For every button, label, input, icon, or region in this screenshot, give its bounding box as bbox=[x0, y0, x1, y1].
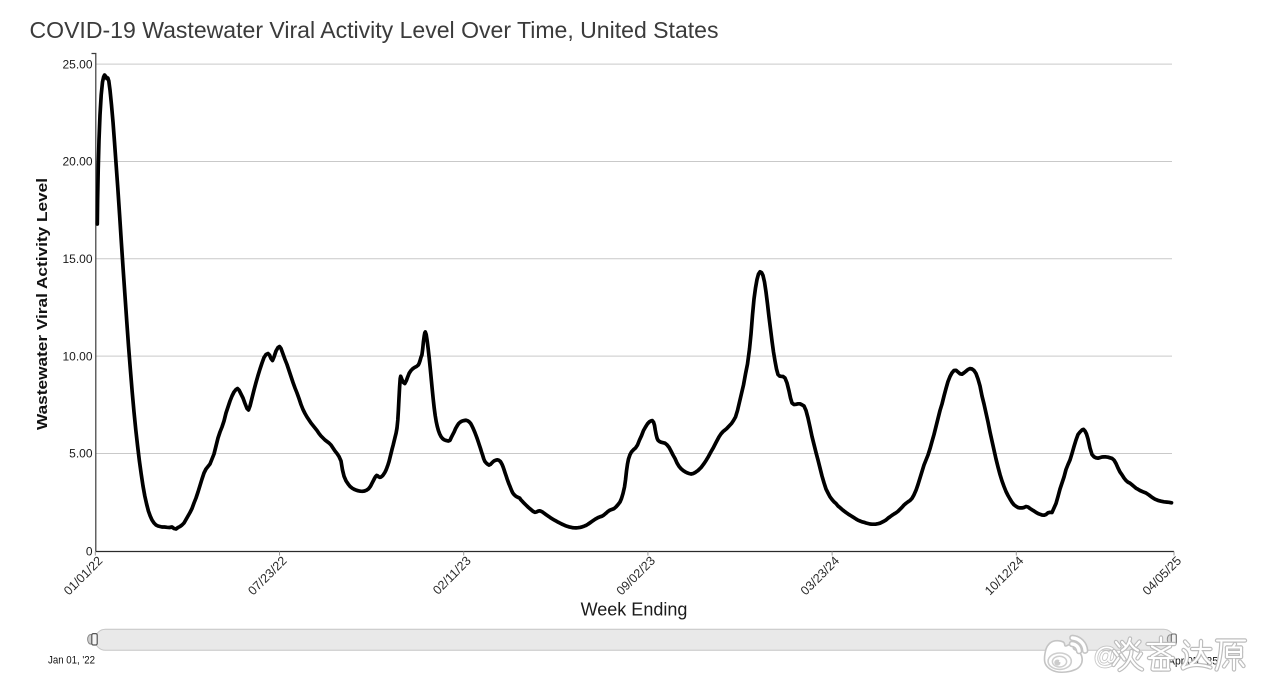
svg-text:Jan 01, '22: Jan 01, '22 bbox=[48, 655, 95, 667]
svg-text:5.00: 5.00 bbox=[69, 447, 93, 461]
svg-text:15.00: 15.00 bbox=[62, 252, 92, 266]
svg-text:25.00: 25.00 bbox=[62, 57, 92, 71]
svg-text:Wastewater Viral Activity Leve: Wastewater Viral Activity Level bbox=[34, 178, 51, 430]
svg-text:20.00: 20.00 bbox=[62, 155, 92, 169]
svg-text:0: 0 bbox=[86, 545, 93, 559]
svg-text:COVID-19 Wastewater Viral Acti: COVID-19 Wastewater Viral Activity Level… bbox=[30, 17, 719, 43]
svg-text:10.00: 10.00 bbox=[62, 349, 92, 363]
svg-text:Week Ending: Week Ending bbox=[581, 600, 688, 620]
